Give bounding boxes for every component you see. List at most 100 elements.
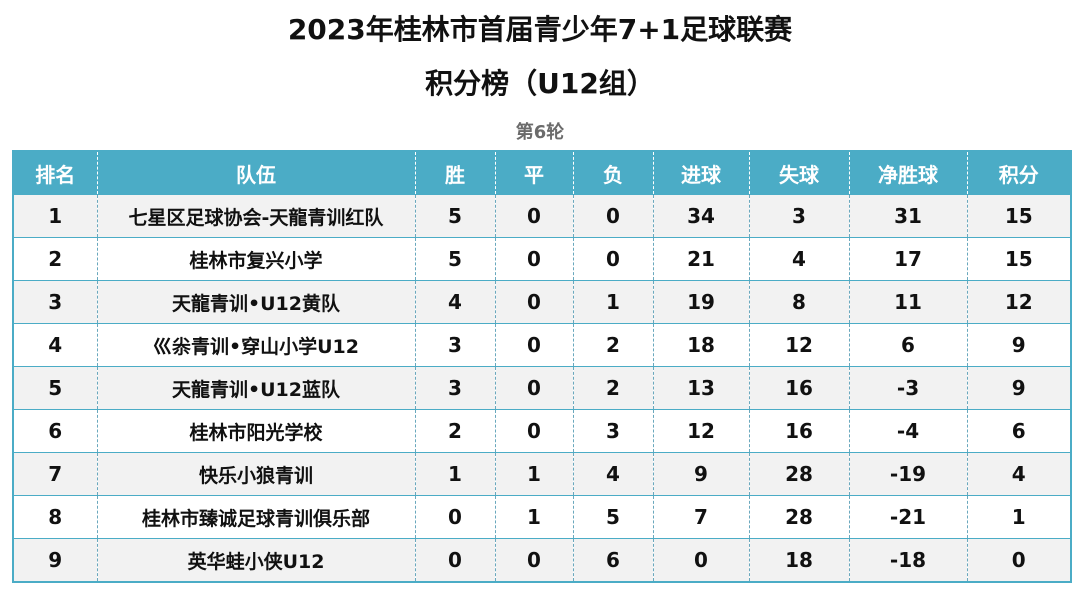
table-row: 9 英华蛙小侠U12 0 0 6 0 18 -18 0 [12,538,1072,582]
goals-against-cell: 28 [748,495,850,539]
team-cell: 巛尜青训•穿山小学U12 [96,323,416,367]
rank-cell: 9 [12,538,98,582]
team-cell: 英华蛙小侠U12 [96,538,416,582]
round-label: 第6轮 [515,122,565,143]
goal-diff-cell: 31 [848,194,968,238]
team-cell: 天龍青训•U12黄队 [96,280,416,324]
table-row: 4 巛尜青训•穿山小学U12 3 0 2 18 12 6 9 [12,323,1072,367]
goals-for-cell: 34 [652,194,750,238]
goal-diff-cell: 11 [848,280,968,324]
rank-cell: 8 [12,495,98,539]
draws-cell: 0 [494,366,574,410]
goals-against-cell: 16 [748,409,850,453]
rank-cell: 6 [12,409,98,453]
goal-diff-cell: 6 [848,323,968,367]
table-row: 6 桂林市阳光学校 2 0 3 12 16 -4 6 [12,409,1072,453]
draws-cell: 1 [494,495,574,539]
team-cell: 七星区足球协会-天龍青训红队 [96,194,416,238]
goal-diff-cell: -19 [848,452,968,496]
wins-cell: 5 [414,194,496,238]
table-row: 8 桂林市臻诚足球青训俱乐部 0 1 5 7 28 -21 1 [12,495,1072,539]
col-header-goal-diff: 净胜球 [848,151,968,195]
goals-against-cell: 12 [748,323,850,367]
team-cell: 桂林市臻诚足球青训俱乐部 [96,495,416,539]
page-subtitle: 积分榜（U12组） [425,67,655,100]
table-row: 3 天龍青训•U12黄队 4 0 1 19 8 11 12 [12,280,1072,324]
col-header-rank: 排名 [12,151,98,195]
wins-cell: 2 [414,409,496,453]
wins-cell: 4 [414,280,496,324]
goals-for-cell: 7 [652,495,750,539]
wins-cell: 0 [414,538,496,582]
table-row: 5 天龍青训•U12蓝队 3 0 2 13 16 -3 9 [12,366,1072,410]
col-header-team: 队伍 [96,151,416,195]
rank-cell: 1 [12,194,98,238]
rank-cell: 3 [12,280,98,324]
table-row: 2 桂林市复兴小学 5 0 0 21 4 17 15 [12,237,1072,281]
goals-for-cell: 19 [652,280,750,324]
losses-cell: 5 [572,495,654,539]
losses-cell: 0 [572,237,654,281]
rank-cell: 4 [12,323,98,367]
col-header-losses: 负 [572,151,654,195]
draws-cell: 0 [494,237,574,281]
draws-cell: 0 [494,538,574,582]
rank-cell: 7 [12,452,98,496]
col-header-draws: 平 [494,151,574,195]
col-header-goals-for: 进球 [652,151,750,195]
wins-cell: 5 [414,237,496,281]
points-cell: 9 [966,323,1072,367]
wins-cell: 3 [414,366,496,410]
team-cell: 桂林市阳光学校 [96,409,416,453]
col-header-goals-against: 失球 [748,151,850,195]
team-cell: 快乐小狼青训 [96,452,416,496]
table-row: 7 快乐小狼青训 1 1 4 9 28 -19 4 [12,452,1072,496]
losses-cell: 2 [572,366,654,410]
wins-cell: 1 [414,452,496,496]
page-title: 2023年桂林市首届青少年7+1足球联赛 [287,13,793,46]
points-cell: 1 [966,495,1072,539]
losses-cell: 0 [572,194,654,238]
goals-for-cell: 21 [652,237,750,281]
losses-cell: 6 [572,538,654,582]
team-cell: 桂林市复兴小学 [96,237,416,281]
points-cell: 15 [966,194,1072,238]
standings-table: 排名 队伍胜平负进球 失球 净胜球 积分 1 七星区足球协会-天龍青训红队 5 0 0 34 3 31… [12,150,1072,583]
losses-cell: 3 [572,409,654,453]
points-cell: 12 [966,280,1072,324]
goal-diff-cell: 17 [848,237,968,281]
losses-cell: 1 [572,280,654,324]
goals-for-cell: 9 [652,452,750,496]
points-cell: 6 [966,409,1072,453]
goal-diff-cell: -18 [848,538,968,582]
header-row: 排名 队伍胜平负进球 失球 净胜球 积分 [12,151,1072,195]
rank-cell: 5 [12,366,98,410]
losses-cell: 4 [572,452,654,496]
goals-against-cell: 4 [748,237,850,281]
team-cell: 天龍青训•U12蓝队 [96,366,416,410]
goals-against-cell: 28 [748,452,850,496]
draws-cell: 0 [494,280,574,324]
wins-cell: 0 [414,495,496,539]
table-body: 1 七星区足球协会-天龍青训红队 5 0 0 34 3 31 15 2 桂林市复兴小学 5 0 0 21 4 1… [12,194,1072,582]
goal-diff-cell: -21 [848,495,968,539]
draws-cell: 0 [494,194,574,238]
goal-diff-cell: -4 [848,409,968,453]
points-cell: 0 [966,538,1072,582]
points-cell: 9 [966,366,1072,410]
draws-cell: 1 [494,452,574,496]
points-cell: 4 [966,452,1072,496]
goals-against-cell: 3 [748,194,850,238]
goals-for-cell: 12 [652,409,750,453]
goals-against-cell: 16 [748,366,850,410]
goals-for-cell: 18 [652,323,750,367]
points-cell: 15 [966,237,1072,281]
draws-cell: 0 [494,323,574,367]
goals-against-cell: 8 [748,280,850,324]
goals-against-cell: 18 [748,538,850,582]
rank-cell: 2 [12,237,98,281]
goals-for-cell: 13 [652,366,750,410]
draws-cell: 0 [494,409,574,453]
table-row: 1 七星区足球协会-天龍青训红队 5 0 0 34 3 31 15 [12,194,1072,238]
goals-for-cell: 0 [652,538,750,582]
